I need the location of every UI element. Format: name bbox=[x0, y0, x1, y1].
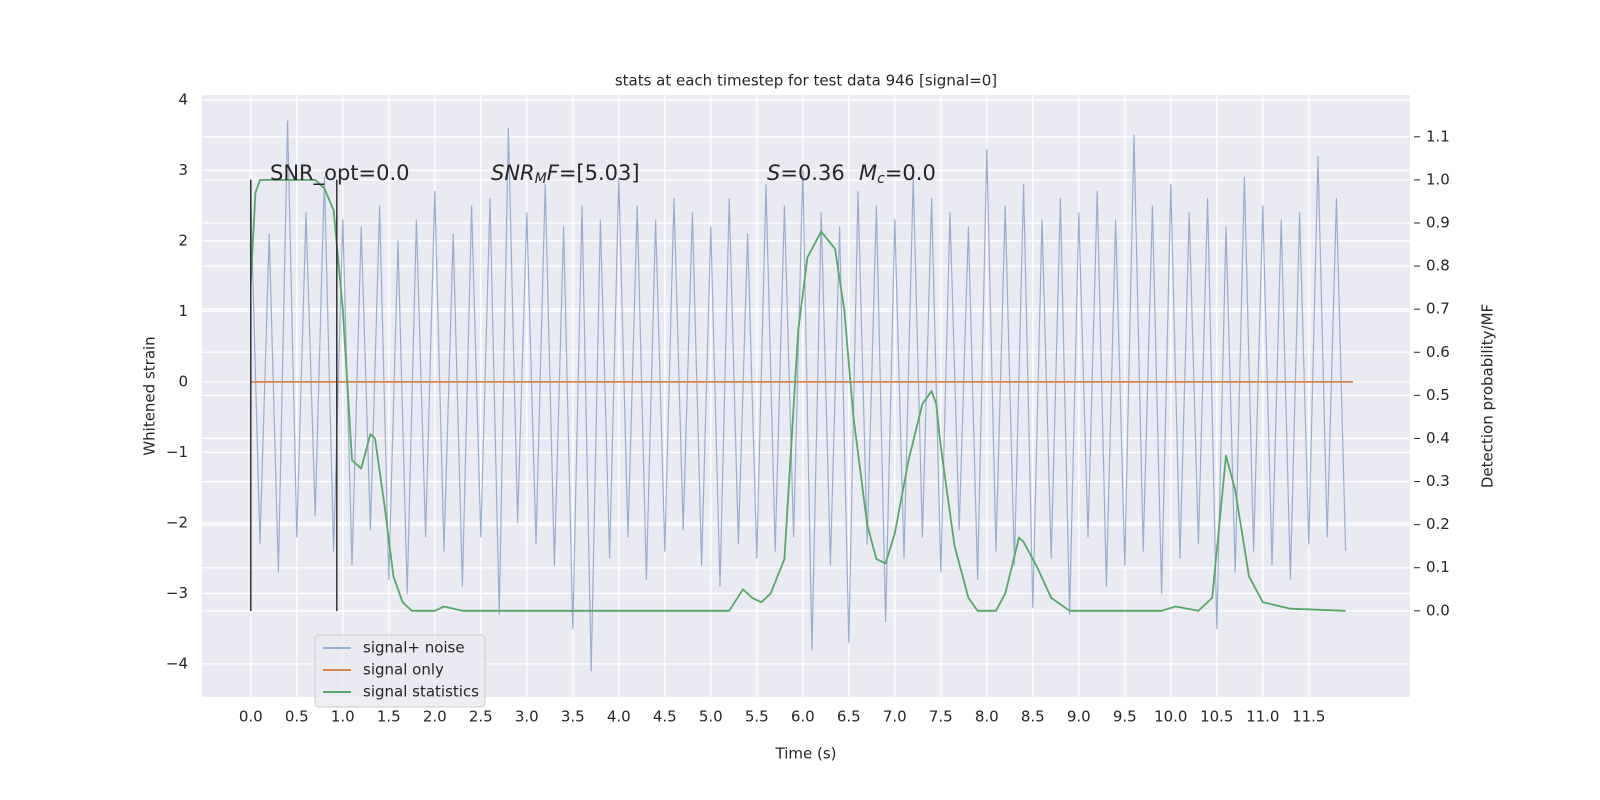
x-tick-label: 10.0 bbox=[1154, 708, 1187, 726]
y-tick-label: 3 bbox=[178, 161, 188, 179]
x-tick-label: 8.5 bbox=[1021, 708, 1045, 726]
legend-label: signal statistics bbox=[363, 683, 479, 701]
y2-tick-label: 0.2 bbox=[1426, 515, 1450, 533]
x-tick-label: 9.0 bbox=[1067, 708, 1091, 726]
annotation: Mc=0.0 bbox=[859, 161, 936, 187]
x-tick-label: 8.0 bbox=[975, 708, 999, 726]
x-tick-label: 2.0 bbox=[423, 708, 447, 726]
y2-axis-label: Detection probability/MF bbox=[1479, 304, 1497, 488]
annotation-run: =0.0 bbox=[885, 161, 936, 185]
x-tick-label: 6.5 bbox=[837, 708, 861, 726]
annotation-run: F bbox=[547, 161, 560, 185]
y-tick-label: 2 bbox=[178, 231, 188, 249]
x-tick-label: 0.5 bbox=[285, 708, 309, 726]
annotation-run: SNR bbox=[491, 161, 535, 185]
annotation-run: M bbox=[535, 171, 547, 187]
x-tick-label: 3.0 bbox=[515, 708, 539, 726]
annotation-run: c bbox=[877, 171, 885, 187]
x-tick-label: 2.5 bbox=[469, 708, 493, 726]
x-tick-label: 0.0 bbox=[239, 708, 263, 726]
annotation-run: =0.36 bbox=[780, 161, 844, 185]
x-tick-label: 5.0 bbox=[699, 708, 723, 726]
y2-tick-label: 0.4 bbox=[1426, 429, 1450, 447]
annotation: S=0.36 bbox=[767, 161, 845, 185]
y2-tick-label: 0.9 bbox=[1426, 213, 1450, 231]
annotation-run: =[5.03] bbox=[559, 161, 640, 185]
y2-tick-label: 0.8 bbox=[1426, 257, 1450, 275]
annotation: SNR_opt=0.0 bbox=[270, 161, 410, 186]
y-tick-label: −2 bbox=[166, 513, 188, 531]
x-tick-label: 3.5 bbox=[561, 708, 585, 726]
x-tick-label: 5.5 bbox=[745, 708, 769, 726]
y-tick-label: −1 bbox=[166, 443, 188, 461]
annotation-run: M bbox=[859, 161, 877, 185]
legend-label: signal only bbox=[363, 661, 444, 679]
annotation-run: S bbox=[767, 161, 780, 185]
series-line bbox=[250, 120, 1347, 672]
y2-tick-label: 0.0 bbox=[1426, 601, 1450, 619]
series-line bbox=[249, 178, 1346, 612]
y-axis-label: Whitened strain bbox=[141, 336, 159, 455]
y2-tick-label: 0.3 bbox=[1426, 472, 1450, 490]
x-tick-label: 1.5 bbox=[377, 708, 401, 726]
x-tick-label: 7.0 bbox=[883, 708, 907, 726]
x-tick-label: 4.5 bbox=[653, 708, 677, 726]
annotation: SNRMF=[5.03] bbox=[491, 161, 640, 187]
x-tick-label: 11.5 bbox=[1292, 708, 1325, 726]
y2-tick-label: 0.1 bbox=[1426, 558, 1450, 576]
x-tick-label: 10.5 bbox=[1200, 708, 1233, 726]
chart-title: stats at each timestep for test data 946… bbox=[615, 72, 997, 90]
legend-box bbox=[314, 634, 486, 708]
y2-tick-label: 0.7 bbox=[1426, 300, 1450, 318]
x-tick-label: 1.0 bbox=[331, 708, 355, 726]
y-tick-label: 1 bbox=[178, 302, 188, 320]
y2-tick-label: 0.5 bbox=[1426, 386, 1450, 404]
y2-tick-label: 0.6 bbox=[1426, 343, 1450, 361]
x-tick-label: 7.5 bbox=[929, 708, 953, 726]
y2-tick-label: 1.0 bbox=[1426, 170, 1450, 188]
legend-label: signal+ noise bbox=[363, 639, 465, 657]
x-tick-label: 11.0 bbox=[1246, 708, 1279, 726]
x-tick-label: 4.0 bbox=[607, 708, 631, 726]
y-tick-label: 4 bbox=[178, 90, 188, 108]
annotation-run: SNR_opt=0.0 bbox=[270, 161, 410, 186]
y-tick-label: 0 bbox=[178, 372, 188, 390]
x-axis-label: Time (s) bbox=[775, 745, 837, 763]
y2-tick-label: 1.1 bbox=[1426, 127, 1450, 145]
x-tick-label: 9.5 bbox=[1113, 708, 1137, 726]
y-tick-label: −4 bbox=[166, 654, 188, 672]
x-tick-label: 6.0 bbox=[791, 708, 815, 726]
y-tick-label: −3 bbox=[166, 584, 188, 602]
